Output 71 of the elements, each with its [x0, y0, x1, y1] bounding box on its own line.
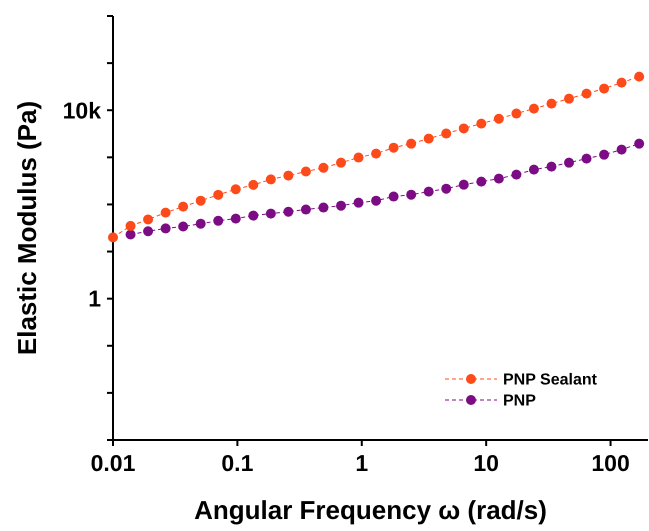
- point: [266, 174, 276, 184]
- point: [599, 150, 610, 160]
- point: [441, 184, 452, 194]
- point: [564, 94, 574, 104]
- point: [196, 218, 206, 229]
- point: [634, 72, 644, 82]
- point: [406, 190, 416, 200]
- point: [283, 170, 294, 181]
- point: [196, 196, 206, 206]
- point: [528, 104, 539, 114]
- point: [108, 232, 118, 242]
- point: [582, 88, 592, 99]
- point: [424, 134, 434, 144]
- legend-label: PNP: [503, 392, 536, 410]
- point: [300, 166, 311, 177]
- point: [388, 142, 399, 153]
- x-tick-label: 10: [473, 450, 499, 476]
- y-tick-label: 10k: [62, 97, 102, 124]
- point: [458, 123, 469, 134]
- point: [143, 214, 154, 224]
- point: [424, 186, 434, 197]
- point: [336, 200, 346, 211]
- point: [494, 114, 504, 124]
- point: [178, 222, 188, 232]
- point: [160, 208, 171, 218]
- point: [441, 128, 452, 139]
- point: [406, 138, 416, 149]
- point: [354, 198, 364, 208]
- point: [458, 180, 469, 190]
- point: [300, 204, 311, 215]
- x-tick-label: 1: [355, 450, 368, 476]
- point: [476, 176, 486, 187]
- point: [318, 202, 328, 213]
- point: [634, 138, 644, 149]
- point: [371, 148, 382, 159]
- x-axis-title: Angular Frequency ω (rad/s): [194, 495, 547, 525]
- point: [318, 162, 328, 173]
- point: [564, 158, 574, 168]
- point: [388, 192, 399, 202]
- point: [616, 144, 627, 155]
- x-tick-label: 0.1: [221, 450, 254, 476]
- point: [511, 108, 522, 119]
- point: [230, 184, 241, 194]
- point: [336, 158, 346, 168]
- point: [528, 164, 539, 175]
- point: [178, 202, 188, 212]
- point: [511, 170, 522, 180]
- y-axis-title: Elastic Modulus (Pa): [12, 100, 42, 356]
- point: [476, 118, 486, 129]
- point: [371, 196, 382, 206]
- point: [248, 180, 258, 190]
- point: [354, 152, 364, 163]
- point: [582, 154, 592, 164]
- legend-label: PNP Sealant: [503, 372, 598, 389]
- point: [126, 220, 136, 231]
- point: [546, 162, 556, 172]
- point: [230, 214, 241, 224]
- x-tick-label: 100: [591, 450, 630, 476]
- x-tick-label: 0.01: [90, 450, 136, 476]
- point: [126, 230, 136, 240]
- point: [143, 226, 154, 236]
- point: [213, 190, 224, 200]
- point: [546, 98, 556, 109]
- point: [266, 208, 276, 219]
- point: [616, 78, 627, 88]
- point: [599, 84, 610, 94]
- point: [283, 206, 294, 217]
- point: [494, 174, 504, 184]
- point: [160, 223, 171, 234]
- point: [213, 216, 224, 226]
- point: [248, 210, 258, 221]
